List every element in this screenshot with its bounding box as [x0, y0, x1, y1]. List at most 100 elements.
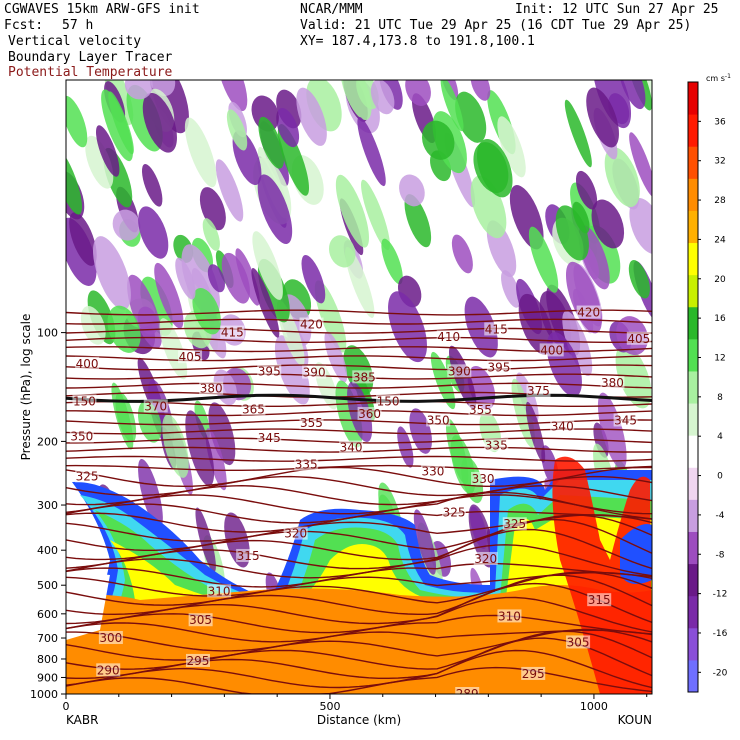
theta-label-bg — [299, 416, 324, 430]
velocity-cell — [208, 402, 236, 466]
velocity-cell — [112, 209, 141, 241]
theta-label-bg — [473, 551, 498, 565]
theta-label-bg — [199, 381, 224, 395]
theta-contour — [66, 484, 652, 506]
velocity-cell — [642, 80, 652, 104]
theta-label: 340 — [340, 441, 363, 455]
velocity-cell — [575, 170, 598, 210]
theta-label: 345 — [258, 431, 281, 445]
theta-label: 420 — [300, 318, 323, 332]
x-tick-label: 500 — [319, 700, 340, 713]
theta-label-bg — [185, 653, 210, 667]
theta-label-bg — [442, 505, 467, 519]
theta-label: 310 — [498, 609, 521, 623]
theta-label-bg — [484, 322, 509, 336]
y-tick-label: 300 — [37, 499, 58, 512]
forecast-hour: 57 h — [62, 18, 94, 33]
field-vertical-velocity: Vertical velocity — [8, 34, 142, 49]
theta-label-bg — [352, 370, 377, 384]
y-tick-label: 200 — [37, 435, 58, 448]
theta-contour — [66, 562, 652, 588]
theta-label-bg — [220, 325, 245, 339]
colorbar-unit: cm s-1 — [706, 73, 731, 83]
theta-label-bg — [539, 343, 564, 357]
theta-label-bg — [484, 438, 509, 452]
theta-label-bg — [283, 526, 308, 540]
velocity-cell — [572, 201, 590, 234]
velocity-cell — [470, 80, 491, 101]
velocity-cell — [138, 206, 169, 259]
theta-contour — [66, 614, 652, 643]
theta-label: 395 — [258, 364, 281, 378]
y-axis-title: Pressure (hPa), log scale — [19, 314, 33, 461]
theta-label-bg — [426, 413, 451, 427]
theta-label: 390 — [448, 364, 471, 378]
colorbar-label: 0 — [717, 472, 723, 482]
velocity-cell — [388, 291, 427, 363]
velocity-cell — [528, 226, 559, 293]
velocity-cell — [274, 335, 310, 405]
theta-label-bg — [626, 331, 651, 345]
velocity-cell — [340, 80, 372, 121]
theta-label: 325 — [76, 469, 99, 483]
velocity-cell — [345, 246, 375, 318]
plot-area: 420 415 415 420 410 405 400 405 400 395 390 385 390 3… — [66, 80, 652, 694]
theta-contour — [66, 666, 652, 694]
theta-label: 315 — [588, 593, 611, 607]
theta-label-bg — [302, 365, 327, 379]
velocity-cell — [370, 80, 395, 115]
theta-contour — [66, 630, 652, 670]
theta-contour — [66, 510, 652, 533]
theta-label: 325 — [443, 506, 466, 520]
theta-label-bg — [376, 394, 401, 408]
velocity-cell — [149, 80, 189, 134]
theta-label: 385 — [353, 370, 376, 384]
y-tick-label: 600 — [37, 608, 58, 621]
theta-label-bg — [436, 330, 461, 344]
theta-label-bg — [294, 457, 319, 471]
x-axis: 0 500 1000 — [63, 694, 648, 713]
theta-label-bg — [143, 399, 168, 413]
theta-label: 335 — [485, 438, 508, 452]
velocity-cell — [440, 80, 464, 132]
velocity-cell — [629, 198, 652, 254]
theta-label: 405 — [627, 332, 650, 346]
theta-label: 330 — [421, 464, 444, 478]
y-tick-label: 400 — [37, 544, 58, 557]
theta-label-bg — [257, 364, 282, 378]
colorbar-bin — [688, 82, 698, 115]
colorbar-label: 32 — [714, 157, 725, 167]
velocity-cell — [404, 194, 432, 248]
velocity-cell — [473, 142, 509, 193]
theta-label-bg — [468, 403, 493, 417]
velocity-cell — [628, 259, 650, 299]
velocity-cell — [422, 120, 455, 160]
y-axis: 100 200 300 400 500 600 700 800 900 1000 — [30, 327, 66, 701]
theta-contour — [66, 318, 652, 325]
forecast-label: Fcst: — [4, 18, 44, 33]
theta-label: 380 — [601, 376, 624, 390]
theta-label-bg — [587, 593, 612, 607]
theta-label: 150 — [73, 394, 96, 408]
colorbar: -20 -16 -12 -8 -4 0 4 8 12 16 20 24 28 32 36 — [687, 81, 728, 693]
theta-label: 410 — [437, 330, 460, 344]
velocity-cell — [525, 401, 546, 463]
colorbar-bin — [688, 306, 698, 340]
theta-label-bg — [96, 663, 121, 677]
theta-label-bg — [455, 687, 480, 694]
colorbar-bin — [688, 627, 698, 661]
velocity-cell — [276, 108, 300, 148]
theta-label: 320 — [284, 527, 307, 541]
colorbar-label: -4 — [716, 511, 725, 521]
velocity-cell — [69, 212, 97, 266]
x-tick-label: 0 — [63, 700, 70, 713]
colorbar-label: 36 — [714, 117, 726, 127]
velocity-cell — [80, 305, 106, 345]
colorbar-label: 8 — [717, 393, 723, 403]
theta-label: 400 — [76, 357, 99, 371]
colorbar-label: 12 — [714, 353, 725, 363]
velocity-cell — [154, 262, 184, 329]
colorbar-bin — [688, 595, 698, 629]
velocity-cell — [194, 400, 210, 441]
velocity-cell — [562, 310, 593, 377]
